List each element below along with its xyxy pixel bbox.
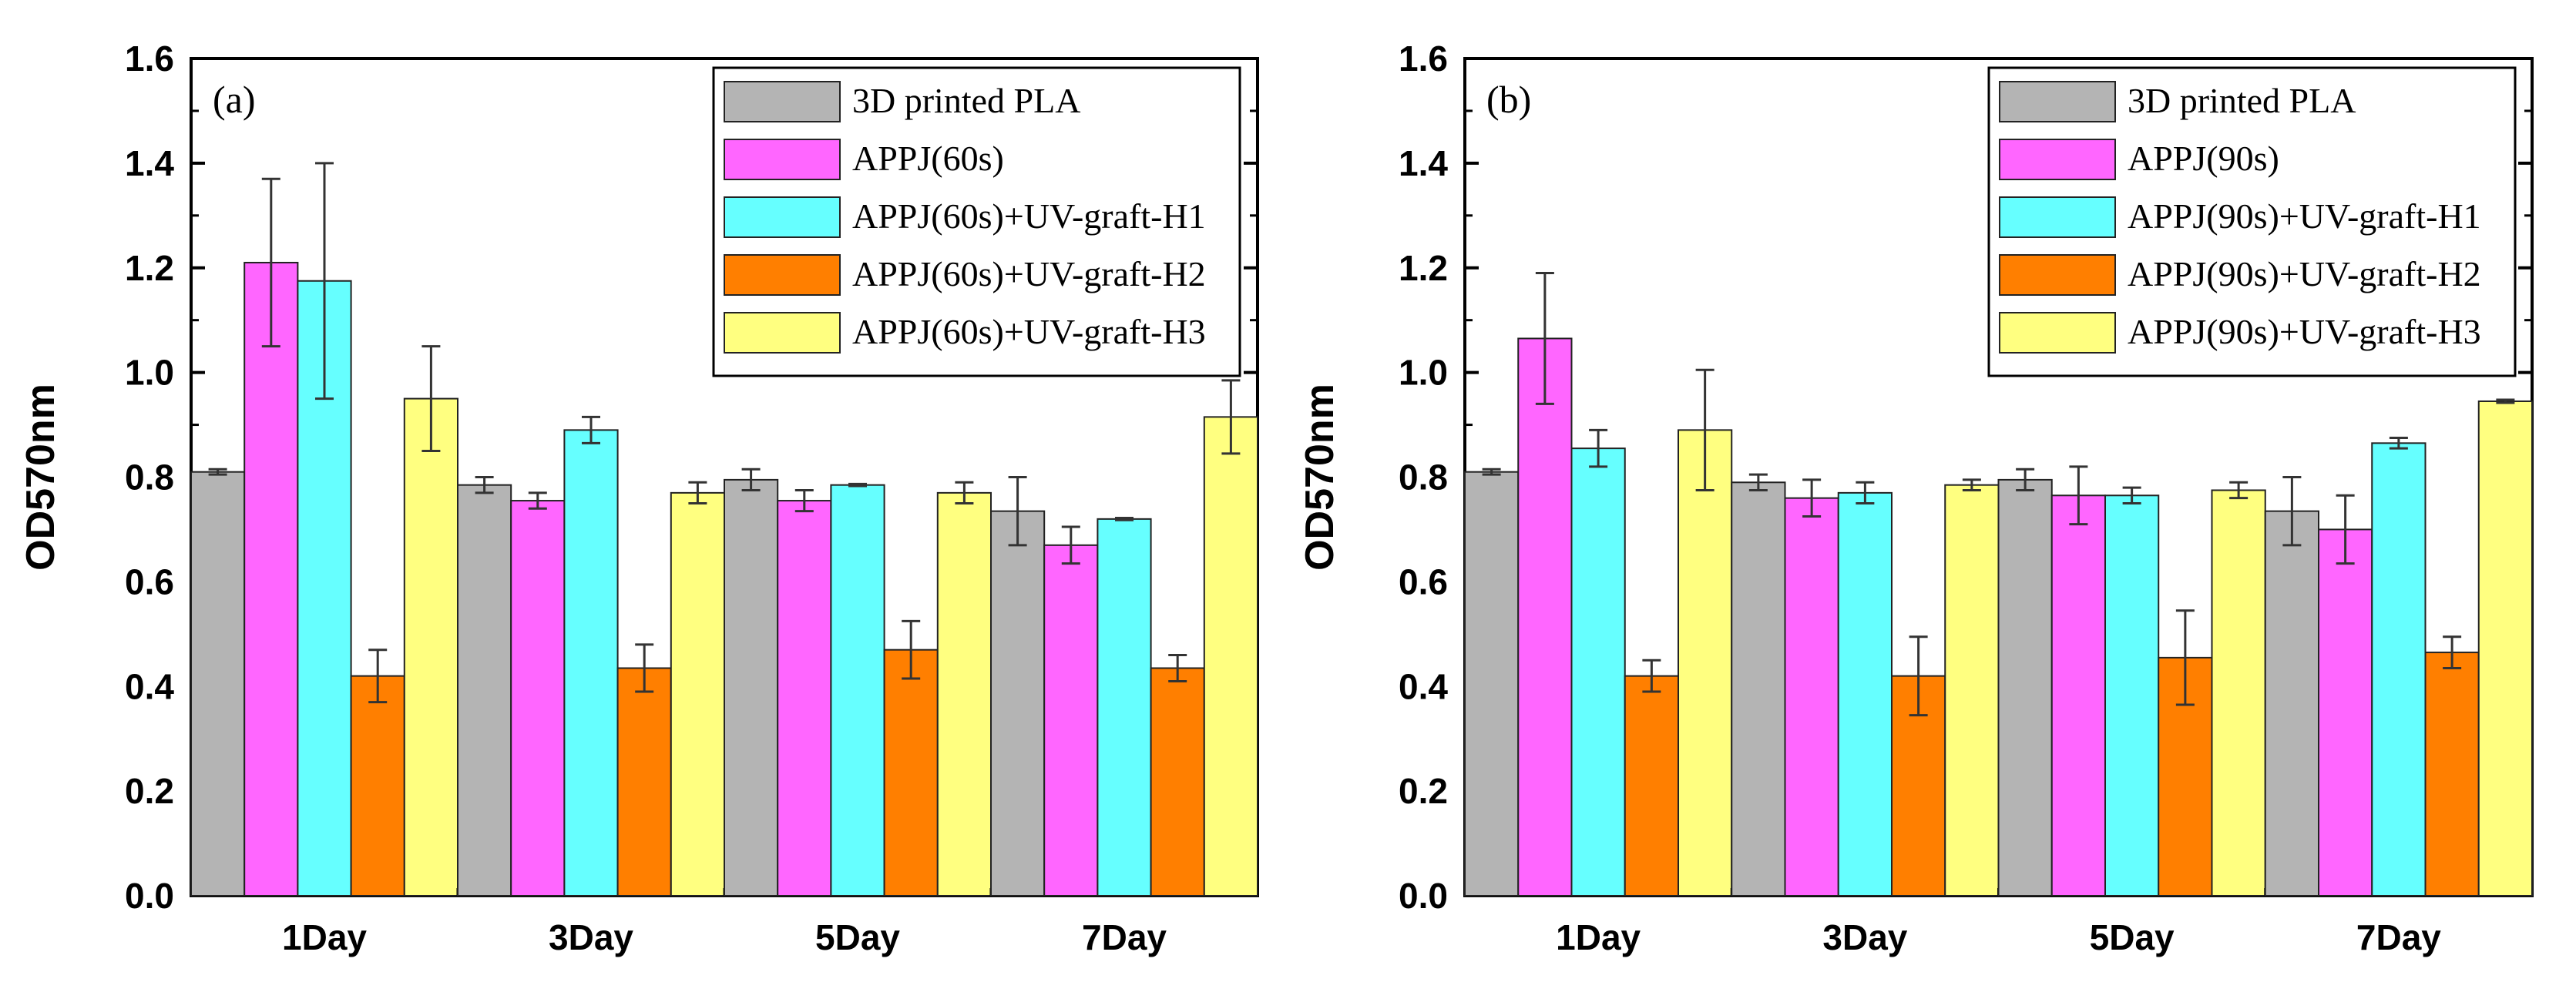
legend-label: APPJ(90s)+UV-graft-H3	[2128, 312, 2481, 351]
y-tick-label: 0.6	[1399, 561, 1448, 602]
bar	[457, 484, 512, 897]
legend-swatch	[1999, 254, 2116, 296]
bar	[243, 261, 299, 897]
y-tick-label: 0.2	[1399, 771, 1448, 811]
bar	[1203, 416, 1259, 897]
y-tick-label: 1.0	[125, 353, 174, 393]
bar	[1517, 337, 1573, 897]
bar	[1043, 544, 1099, 897]
panel-b: 0.0 0.2 0.4 0.6 0.8 1.0 1.2 1.4 1.6 OD570nm 1Day 3D…	[1298, 39, 2534, 957]
bar	[2104, 494, 2160, 897]
bar	[563, 429, 619, 897]
bar	[2318, 528, 2373, 897]
panel-a: 0.0 0.2 0.4 0.6 0.8 1.0 1.2 1.4 1.6 OD570nm 1Day 3D…	[18, 39, 1259, 957]
bar	[510, 500, 566, 897]
bar	[2050, 494, 2106, 897]
y-tick-label: 0.4	[125, 666, 174, 706]
bar	[616, 667, 672, 897]
bar	[2211, 489, 2266, 897]
y-tick-label: 0.8	[1399, 457, 1448, 498]
x-tick-label: 5Day	[2090, 917, 2175, 957]
bar	[1150, 667, 1205, 897]
legend-swatch	[724, 312, 841, 354]
legend-swatch	[724, 81, 841, 122]
legend-swatch	[724, 196, 841, 238]
panel-label: (b)	[1486, 78, 1531, 121]
y-tick-label: 1.2	[125, 248, 174, 288]
legend-swatch	[724, 139, 841, 180]
bar	[883, 649, 939, 897]
legend-label: 3D printed PLA	[2128, 81, 2356, 120]
bar	[350, 675, 405, 897]
legend-label: APPJ(60s)+UV-graft-H2	[852, 254, 1206, 293]
bar	[1731, 481, 1786, 897]
y-axis-title: OD570nm	[18, 384, 63, 571]
legend: 3D printed PLA APPJ(90s) APPJ(90s)+UV-graf…	[1987, 66, 2517, 377]
legend-swatch	[1999, 196, 2116, 238]
y-tick-label: 1.6	[125, 39, 174, 79]
bar	[1837, 491, 1893, 897]
x-tick-label: 7Day	[1082, 917, 1167, 957]
bar	[724, 478, 779, 897]
bar	[1097, 518, 1152, 897]
y-tick-label: 0.0	[1399, 876, 1448, 916]
y-tick-label: 0.4	[1399, 666, 1448, 706]
legend-swatch	[1999, 312, 2116, 354]
x-tick-label: 1Day	[1556, 917, 1641, 957]
y-tick-label: 0.0	[125, 876, 174, 916]
bar	[2477, 400, 2533, 897]
y-tick-label: 1.4	[125, 143, 174, 183]
y-axis-title: OD570nm	[1298, 384, 1342, 571]
legend-label: APPJ(60s)+UV-graft-H1	[852, 196, 1206, 236]
legend-label: APPJ(90s)+UV-graft-H2	[2128, 254, 2481, 293]
legend-label: APPJ(90s)+UV-graft-H1	[2128, 196, 2481, 236]
legend-label: APPJ(90s)	[2128, 139, 2279, 178]
bar	[1944, 484, 2000, 897]
y-tick-label: 1.2	[1399, 248, 1448, 288]
legend: 3D printed PLA APPJ(60s) APPJ(60s)+UV-graf…	[712, 66, 1241, 377]
bar	[830, 484, 885, 897]
legend-swatch	[1999, 81, 2116, 122]
bar	[1570, 447, 1626, 897]
y-tick-label: 1.6	[1399, 39, 1448, 79]
y-tick-label: 0.6	[125, 561, 174, 602]
legend-swatch	[1999, 139, 2116, 180]
legend-label: 3D printed PLA	[852, 81, 1080, 120]
bar	[190, 471, 246, 897]
x-tick-label: 3Day	[1822, 917, 1907, 957]
bar	[403, 397, 458, 897]
bar	[777, 500, 832, 897]
bar	[2264, 510, 2319, 897]
bar	[1784, 497, 1839, 897]
bar	[990, 510, 1046, 897]
y-tick-label: 0.8	[125, 457, 174, 498]
x-tick-label: 5Day	[815, 917, 900, 957]
bar	[1624, 675, 1679, 897]
bar	[2424, 652, 2480, 897]
legend-label: APPJ(60s)+UV-graft-H3	[852, 312, 1206, 351]
legend-label: APPJ(60s)	[852, 139, 1004, 178]
bar	[670, 491, 725, 897]
bar	[2371, 442, 2427, 897]
bar	[1997, 478, 2053, 897]
y-tick-label: 0.2	[125, 771, 174, 811]
y-tick-label: 1.4	[1399, 143, 1448, 183]
y-tick-label: 1.0	[1399, 353, 1448, 393]
panel-label: (a)	[213, 78, 256, 121]
x-tick-label: 1Day	[282, 917, 367, 957]
bar	[1464, 471, 1520, 897]
x-tick-label: 7Day	[2356, 917, 2441, 957]
bar	[936, 491, 992, 897]
legend-swatch	[724, 254, 841, 296]
x-tick-label: 3Day	[549, 917, 633, 957]
bar	[1678, 429, 1733, 897]
